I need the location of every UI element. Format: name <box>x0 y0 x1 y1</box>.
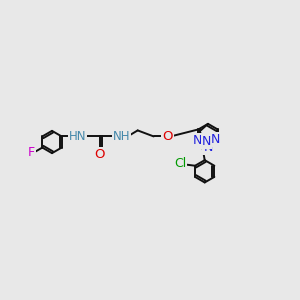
Text: NH: NH <box>113 130 130 143</box>
Text: N: N <box>211 133 220 146</box>
Text: N: N <box>202 135 211 148</box>
Text: O: O <box>162 130 173 143</box>
Text: N: N <box>193 134 202 147</box>
Text: F: F <box>28 146 35 159</box>
Text: HN: HN <box>69 130 86 143</box>
Text: O: O <box>94 148 105 161</box>
Text: Cl: Cl <box>174 157 186 170</box>
Text: N: N <box>203 141 213 154</box>
